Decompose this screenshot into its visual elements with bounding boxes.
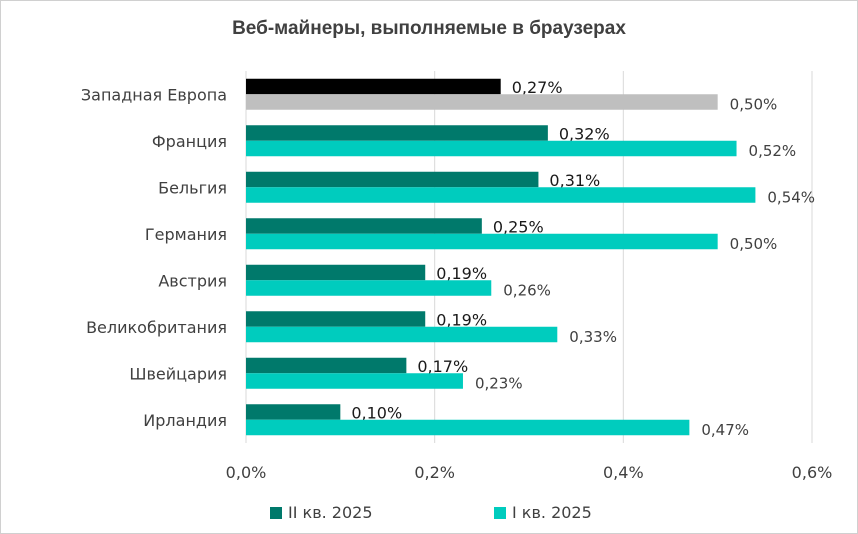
data-label-q2: 0,10% [351,403,402,422]
bar-q1 [246,373,463,389]
bar-q1 [246,280,492,296]
bar-q1 [246,419,690,436]
legend-item-q1: I кв. 2025 [494,503,592,522]
data-label-q1: 0,50% [730,235,778,253]
legend-swatch-q1 [494,506,506,519]
category-label: Ирландия [143,411,227,430]
data-label-q1: 0,33% [569,328,617,346]
legend-swatch-q2 [270,506,282,519]
legend-label-q2: II кв. 2025 [288,503,373,522]
bar-q1 [246,187,756,203]
bar-q1 [246,94,718,110]
x-tick-label: 0,6% [792,463,833,482]
bar-q2 [246,171,539,188]
bar-q2 [246,78,501,95]
data-label-q2: 0,27% [512,78,563,97]
data-label-q1: 0,54% [767,188,815,206]
category-label: Западная Европа [81,85,227,104]
x-tick-label: 0,0% [226,463,267,482]
data-label-q1: 0,26% [503,281,551,299]
category-label: Германия [145,225,227,244]
bar-q2 [246,357,407,374]
category-label: Бельгия [158,178,227,197]
legend-item-q2: II кв. 2025 [270,503,373,522]
data-label-q1: 0,47% [701,421,749,439]
data-label-q2: 0,32% [559,124,610,143]
bar-q1 [246,140,737,157]
category-label: Швейцария [129,364,227,383]
bar-q2 [246,404,341,420]
x-tick-label: 0,2% [414,463,455,482]
data-label-q1: 0,52% [749,142,797,160]
category-label: Великобритания [86,318,227,337]
bar-q2 [246,218,482,234]
data-label-q2: 0,17% [417,357,468,376]
category-label: Франция [152,132,227,151]
bar-q2 [246,311,426,327]
bar-q1 [246,233,718,250]
data-label-q2: 0,19% [436,310,487,329]
chart-title: Веб-майнеры, выполняемые в браузерах [232,18,626,39]
category-label: Австрия [158,271,227,290]
data-label-q1: 0,23% [475,374,523,392]
legend-label-q1: I кв. 2025 [512,503,592,522]
data-label-q2: 0,19% [436,264,487,283]
data-label-q1: 0,50% [730,95,778,113]
x-tick-label: 0,4% [603,463,644,482]
bar-q2 [246,264,426,281]
data-label-q2: 0,25% [493,217,544,236]
bar-q1 [246,326,558,343]
data-label-q2: 0,31% [549,171,600,190]
bar-q2 [246,125,548,141]
